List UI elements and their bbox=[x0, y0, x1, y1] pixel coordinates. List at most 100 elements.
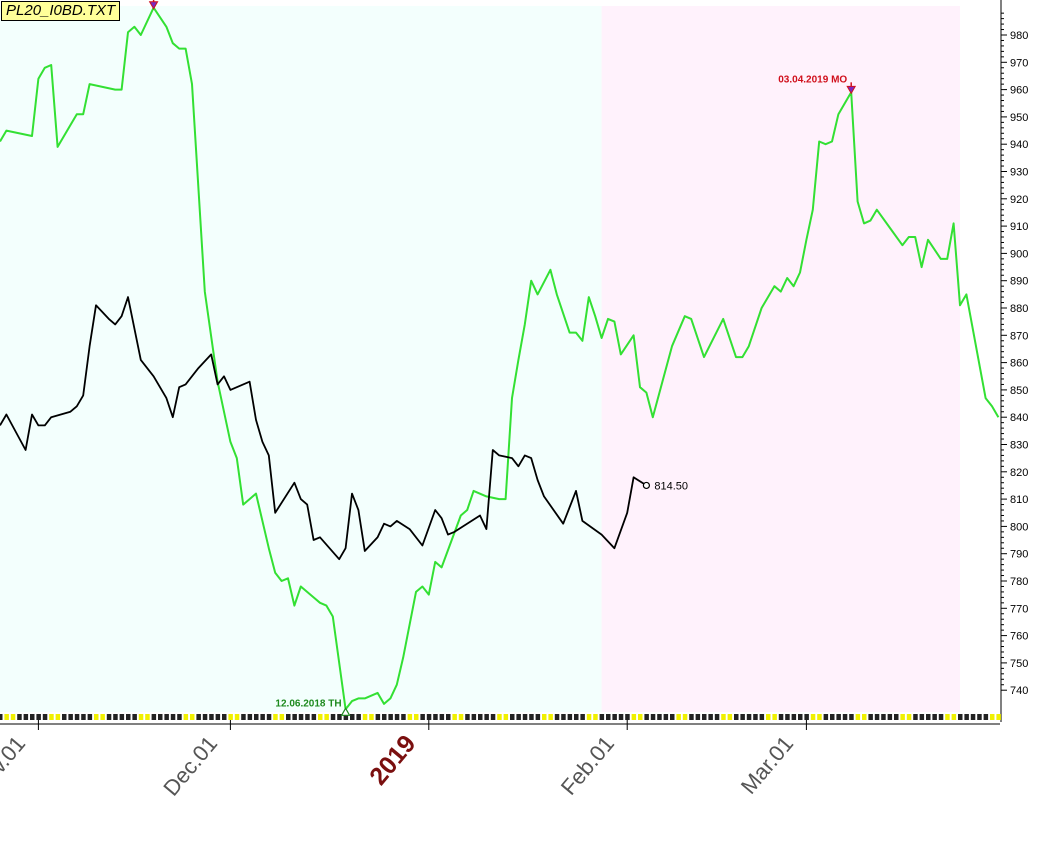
x-tick-label: Dec.01 bbox=[158, 731, 222, 800]
x-day-marker bbox=[311, 714, 317, 720]
x-day-marker bbox=[663, 714, 669, 720]
x-day-marker bbox=[874, 714, 880, 720]
x-day-marker bbox=[746, 714, 752, 720]
x-tick-label: 2019 bbox=[364, 730, 421, 791]
x-day-marker bbox=[529, 714, 534, 720]
x-day-marker bbox=[388, 714, 393, 720]
x-day-marker bbox=[932, 714, 937, 720]
x-day-marker bbox=[842, 714, 848, 720]
x-day-marker bbox=[394, 714, 400, 720]
y-tick-label: 860 bbox=[1010, 358, 1028, 370]
x-day-marker bbox=[503, 714, 509, 720]
x-day-marker bbox=[190, 714, 195, 720]
x-day-marker bbox=[17, 714, 22, 720]
y-tick-label: 920 bbox=[1010, 194, 1028, 206]
x-day-marker bbox=[670, 714, 675, 720]
x-day-marker bbox=[10, 714, 16, 720]
x-day-marker bbox=[305, 714, 310, 720]
y-tick-label: 880 bbox=[1010, 303, 1028, 315]
x-day-marker bbox=[727, 714, 733, 720]
x-day-marker bbox=[996, 714, 1001, 720]
x-day-marker bbox=[106, 714, 112, 720]
x-day-marker bbox=[196, 714, 201, 720]
high-annotation-label: 03.04.2019 MO bbox=[778, 74, 847, 85]
x-day-marker bbox=[945, 714, 950, 720]
x-day-marker bbox=[94, 714, 99, 720]
x-day-marker bbox=[407, 714, 413, 720]
x-day-marker bbox=[414, 714, 419, 720]
x-day-marker bbox=[215, 714, 221, 720]
x-day-marker bbox=[586, 714, 592, 720]
x-day-marker bbox=[87, 714, 93, 720]
high-arrow-icon bbox=[148, 1, 159, 10]
x-day-marker bbox=[695, 714, 701, 720]
x-day-marker bbox=[612, 714, 617, 720]
x-day-marker bbox=[458, 714, 464, 720]
high-annotation-label: 11.09.2018 FR bbox=[84, 0, 150, 1]
x-day-marker bbox=[657, 714, 662, 720]
x-day-marker bbox=[330, 714, 336, 720]
x-day-marker bbox=[318, 714, 323, 720]
y-tick-label: 790 bbox=[1010, 549, 1028, 561]
x-day-marker bbox=[810, 714, 816, 720]
x-day-marker bbox=[702, 714, 707, 720]
x-day-marker bbox=[516, 714, 521, 720]
y-tick-label: 850 bbox=[1010, 385, 1028, 397]
x-day-marker bbox=[228, 714, 233, 720]
x-day-marker bbox=[676, 714, 681, 720]
x-day-marker bbox=[759, 714, 765, 720]
x-day-marker bbox=[426, 714, 432, 720]
x-day-marker bbox=[465, 714, 470, 720]
x-day-marker bbox=[247, 714, 253, 720]
x-day-marker bbox=[439, 714, 445, 720]
x-day-marker bbox=[977, 714, 982, 720]
x-day-marker bbox=[970, 714, 976, 720]
x-day-marker bbox=[919, 714, 925, 720]
x-day-marker bbox=[42, 714, 48, 720]
x-day-marker bbox=[631, 714, 637, 720]
y-tick-label: 960 bbox=[1010, 85, 1028, 97]
x-day-marker bbox=[81, 714, 86, 720]
x-day-marker bbox=[0, 714, 3, 720]
y-tick-label: 800 bbox=[1010, 521, 1028, 533]
x-day-marker bbox=[906, 714, 912, 720]
x-day-marker bbox=[55, 714, 61, 720]
series-line-1 bbox=[0, 296, 647, 561]
y-tick-label: 890 bbox=[1010, 276, 1028, 288]
x-day-marker bbox=[356, 714, 361, 720]
x-day-marker bbox=[849, 714, 854, 720]
x-day-marker bbox=[4, 714, 9, 720]
x-day-marker bbox=[241, 714, 246, 720]
x-day-marker bbox=[823, 714, 829, 720]
x-day-marker bbox=[273, 714, 278, 720]
last-value-label: 814.50 bbox=[654, 480, 688, 492]
series-line-0 bbox=[0, 6, 1000, 711]
x-day-marker bbox=[650, 714, 656, 720]
x-day-marker bbox=[535, 714, 541, 720]
x-day-marker bbox=[548, 714, 553, 720]
x-day-marker bbox=[183, 714, 189, 720]
x-day-marker bbox=[74, 714, 80, 720]
x-day-marker bbox=[452, 714, 457, 720]
x-day-marker bbox=[68, 714, 73, 720]
y-tick-label: 900 bbox=[1010, 248, 1028, 260]
x-day-marker bbox=[324, 714, 329, 720]
y-tick-label: 980 bbox=[1010, 30, 1028, 42]
x-day-marker bbox=[350, 714, 355, 720]
x-day-marker bbox=[471, 714, 477, 720]
x-day-marker bbox=[817, 714, 822, 720]
x-day-marker bbox=[119, 714, 125, 720]
x-day-marker bbox=[900, 714, 905, 720]
x-day-marker bbox=[49, 714, 54, 720]
y-tick-label: 820 bbox=[1010, 467, 1028, 479]
x-day-marker bbox=[145, 714, 150, 720]
x-day-marker bbox=[708, 714, 713, 720]
x-day-marker bbox=[260, 714, 265, 720]
x-day-marker bbox=[740, 714, 745, 720]
x-day-marker bbox=[772, 714, 777, 720]
y-tick-label: 940 bbox=[1010, 139, 1028, 151]
y-tick-label: 950 bbox=[1010, 112, 1028, 124]
x-day-marker bbox=[362, 714, 368, 720]
y-tick-label: 770 bbox=[1010, 603, 1028, 615]
